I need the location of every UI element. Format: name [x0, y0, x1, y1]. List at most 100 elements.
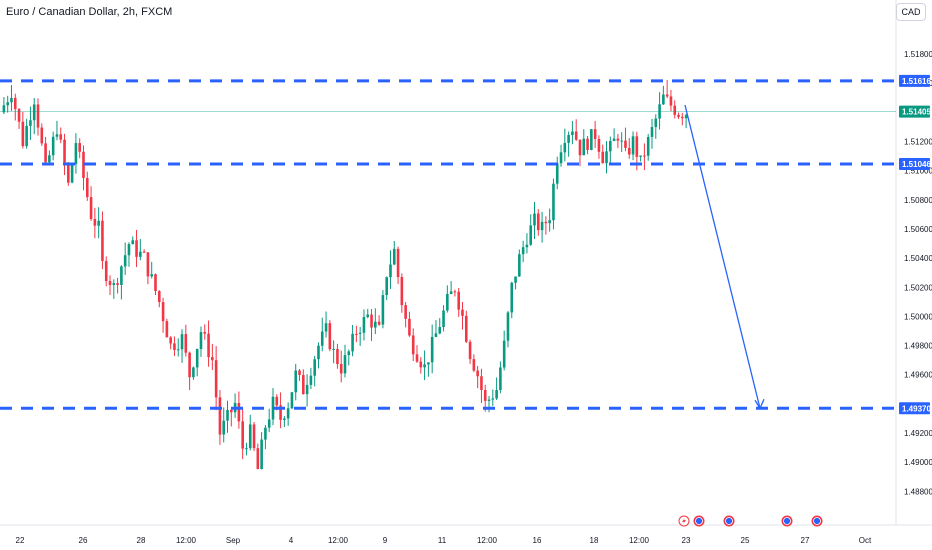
candle-body — [162, 302, 165, 321]
candle-body — [510, 283, 513, 313]
candle-body — [457, 292, 460, 310]
candle-body — [192, 367, 195, 377]
candle-body — [609, 141, 612, 151]
candle-body — [97, 221, 100, 226]
candle-body — [56, 134, 59, 136]
candle-body — [135, 240, 138, 257]
level-price-tag: 1.51616 — [902, 77, 931, 86]
x-tick-label: 12:00 — [477, 536, 498, 545]
candle-body — [624, 141, 627, 148]
candle-body — [238, 403, 241, 421]
candle-body — [397, 249, 400, 277]
candle-body — [632, 136, 635, 154]
candle-body — [382, 295, 385, 325]
candle-body — [488, 400, 491, 401]
candle-body — [567, 135, 570, 143]
y-tick-label: 1.50200 — [904, 283, 932, 292]
candle-body — [416, 354, 419, 361]
candle-body — [22, 122, 25, 146]
candle-body — [147, 252, 150, 276]
candle-body — [639, 156, 642, 157]
y-tick-label: 1.50800 — [904, 196, 932, 205]
candle-body — [484, 390, 487, 401]
candle-body — [347, 351, 350, 355]
x-tick-label: 9 — [383, 536, 388, 545]
candle-body — [461, 310, 464, 316]
y-tick-label: 1.50400 — [904, 254, 932, 263]
x-tick-label: 11 — [438, 536, 447, 545]
candle-body — [594, 129, 597, 139]
candle-body — [264, 428, 267, 440]
candle-body — [90, 197, 93, 219]
candle-body — [529, 225, 532, 244]
candle-body — [541, 222, 544, 230]
candle-body — [651, 127, 654, 137]
candle-body — [408, 319, 411, 336]
candle-body — [598, 139, 601, 152]
candle-body — [120, 266, 123, 285]
candle-body — [628, 148, 631, 155]
candle-body — [495, 390, 498, 398]
candle-body — [355, 334, 358, 335]
candle-body — [215, 360, 218, 397]
candle-body — [340, 364, 343, 373]
candle-body — [522, 247, 525, 254]
candle-body — [359, 333, 362, 334]
candle-body — [249, 424, 252, 448]
candle-body — [139, 252, 142, 257]
y-tick-label: 1.49200 — [904, 429, 932, 438]
level-price-tag: 1.49370 — [902, 404, 931, 413]
projection-arrow-line[interactable] — [685, 105, 760, 408]
candle-body — [423, 364, 426, 367]
candle-body — [473, 359, 476, 370]
candle-body — [124, 255, 127, 266]
candle-body — [222, 421, 225, 435]
candle-body — [18, 109, 21, 122]
candle-body — [654, 119, 657, 127]
candle-body — [401, 277, 404, 305]
x-tick-label: Sep — [226, 536, 241, 545]
candle-body — [173, 343, 176, 350]
candle-body — [291, 392, 294, 408]
candle-body — [647, 137, 650, 156]
y-tick-label: 1.50600 — [904, 225, 932, 234]
candle-body — [313, 359, 316, 375]
candle-body — [40, 128, 43, 144]
candle-body — [681, 117, 684, 118]
candle-body — [78, 143, 81, 152]
candle-body — [241, 421, 244, 448]
y-tick-label: 1.48800 — [904, 487, 932, 496]
event-icon-inner — [696, 518, 703, 525]
candle-body — [283, 418, 286, 419]
candle-body — [245, 448, 248, 449]
candle-body — [556, 163, 559, 183]
candle-body — [158, 291, 161, 302]
candle-body — [666, 95, 669, 97]
candle-body — [617, 139, 620, 141]
candle-body — [131, 240, 134, 244]
candle-body — [476, 371, 479, 377]
candle-body — [298, 371, 301, 376]
candle-body — [321, 332, 324, 346]
candle-body — [257, 448, 260, 469]
candle-body — [469, 342, 472, 359]
candle-body — [643, 156, 646, 157]
candle-body — [450, 291, 453, 294]
candle-body — [67, 164, 70, 183]
candle-body — [116, 283, 119, 285]
y-tick-label: 1.51200 — [904, 138, 932, 147]
candle-body — [673, 106, 676, 115]
candle-body — [526, 245, 529, 248]
candle-body — [105, 261, 108, 281]
candle-body — [275, 397, 278, 406]
chart-title: Euro / Canadian Dollar, 2h, FXCM — [6, 6, 172, 18]
currency-button[interactable]: CAD — [896, 3, 926, 21]
candle-body — [109, 281, 112, 285]
candle-body — [427, 362, 430, 364]
candle-body — [537, 214, 540, 231]
candle-body — [582, 139, 585, 156]
candle-body — [374, 322, 377, 328]
candle-body — [207, 334, 210, 357]
